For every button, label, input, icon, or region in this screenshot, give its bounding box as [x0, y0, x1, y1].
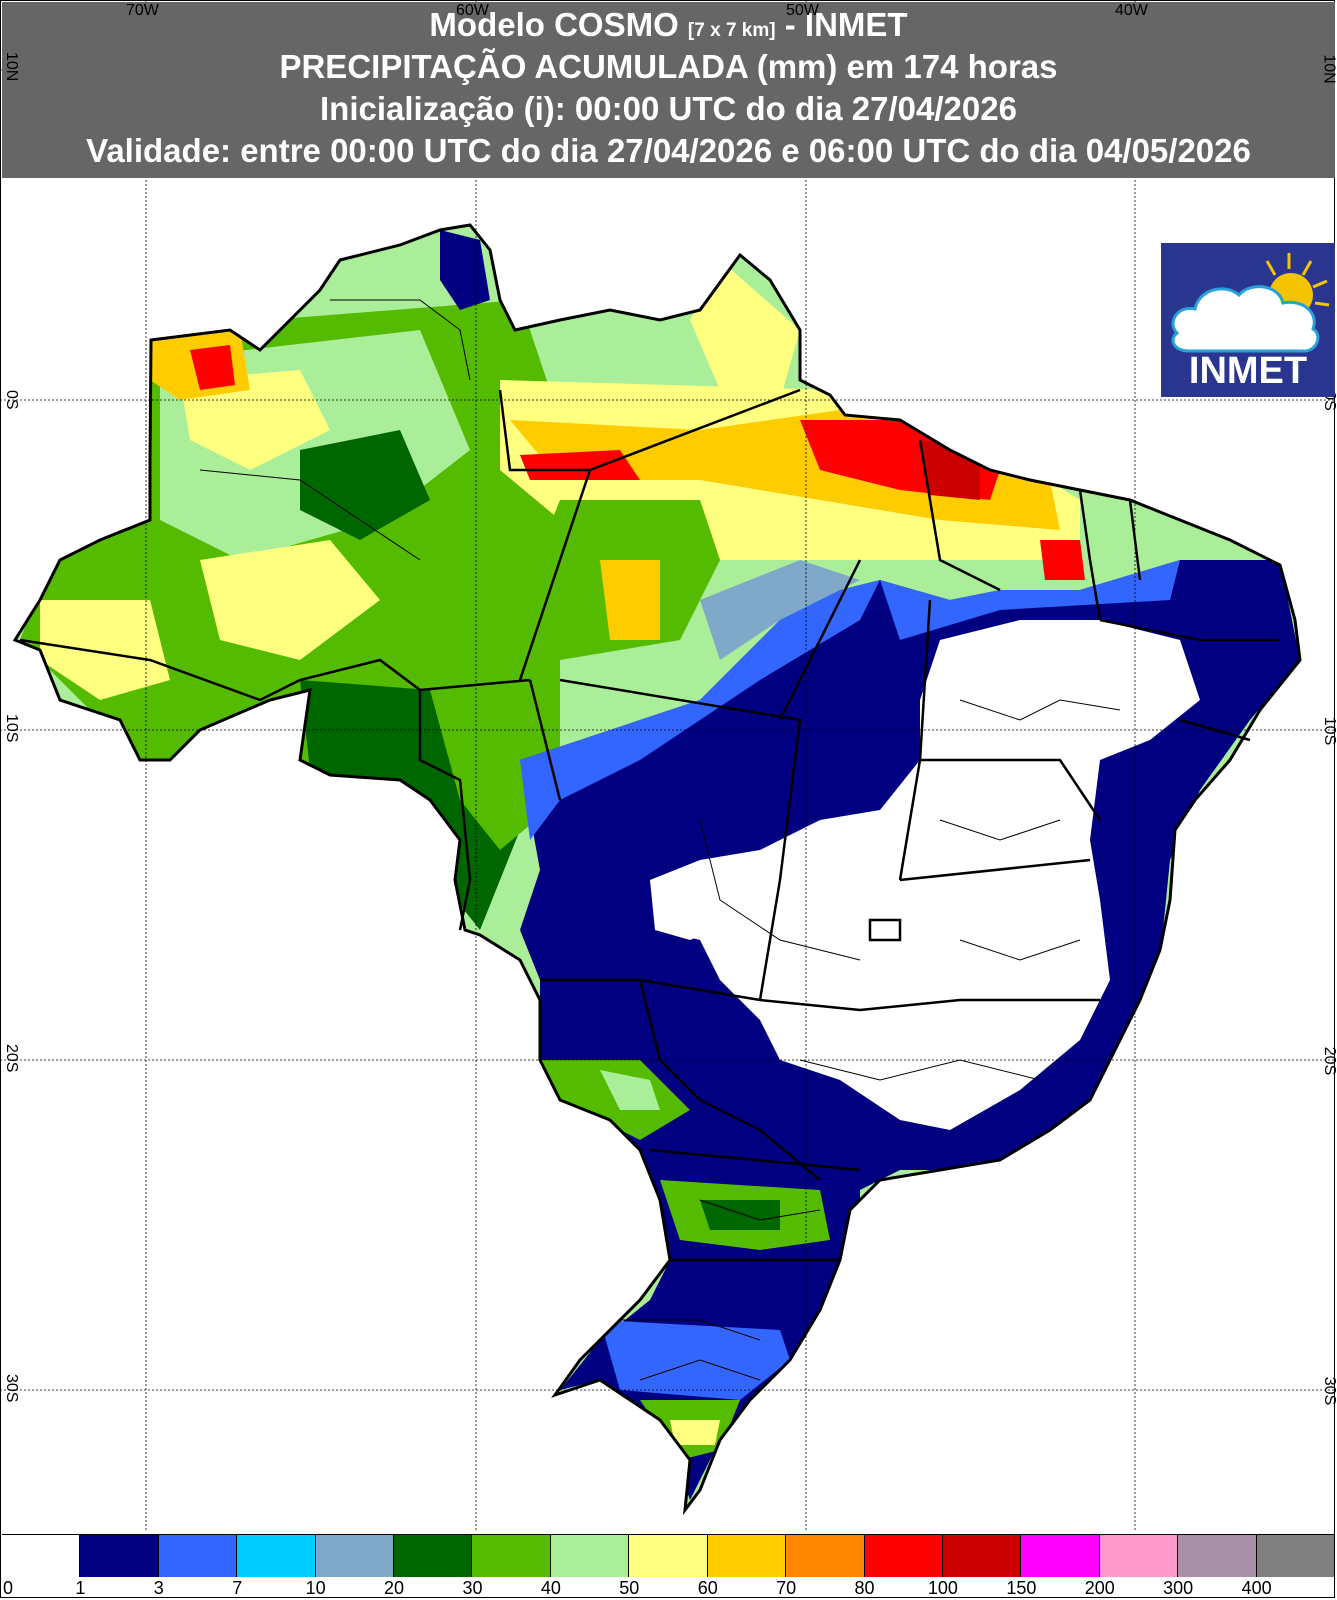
colorbar-swatch [237, 1535, 316, 1577]
colorbar-label: 50 [619, 1578, 640, 1598]
colorbar-swatch [472, 1535, 551, 1577]
colorbar-swatch [80, 1535, 159, 1577]
colorbar-label: 400 [1241, 1578, 1272, 1598]
colorbar-swatch [786, 1535, 865, 1577]
colorbar-swatch [1021, 1535, 1100, 1577]
title-resolution: [7 x 7 km] [687, 20, 776, 41]
inmet-logo: INMET [1161, 243, 1335, 397]
colorbar-label: 7 [232, 1578, 243, 1598]
colorbar-swatch [864, 1535, 943, 1577]
colorbar-swatch [1178, 1535, 1257, 1577]
colorbar-swatch [550, 1535, 630, 1577]
colorbar-swatch [394, 1535, 473, 1577]
title-initialization: Inicialização (i): 00:00 UTC do dia 27/0… [320, 90, 1017, 127]
colorbar-swatch [158, 1535, 238, 1577]
precipitation-field [15, 225, 1300, 1510]
colorbar-label: 3 [153, 1578, 164, 1598]
lat-label-left: 10S [3, 714, 20, 743]
lon-label: 40W [1115, 2, 1148, 19]
colorbar-label: 0 [2, 1578, 14, 1598]
colorbar-label: 20 [384, 1578, 405, 1598]
colorbar-label: 70 [776, 1578, 797, 1598]
colorbar-swatch [629, 1535, 708, 1577]
colorbar-swatch [707, 1535, 787, 1577]
colorbar-swatch [315, 1535, 395, 1577]
colorbar-swatch [1099, 1535, 1179, 1577]
colorbar-label: 40 [540, 1578, 561, 1598]
state-borders [19, 388, 1280, 1262]
colorbar-swatch [1256, 1535, 1335, 1577]
brazil-outline [12, 223, 1302, 1516]
colorbar-label: 200 [1084, 1578, 1115, 1598]
title-org: - INMET [784, 6, 908, 43]
colorbar-label: 60 [697, 1578, 718, 1598]
colorbar-label: 150 [1006, 1578, 1037, 1598]
lon-label: 70W [126, 2, 159, 19]
colorbar-label: 100 [927, 1578, 958, 1598]
lat-label-left: 10N [3, 52, 20, 82]
lat-label-right: 10N [1320, 54, 1337, 84]
colorbar-label: 10 [305, 1578, 326, 1598]
lat-label-right: 30S [1320, 1376, 1337, 1406]
colorbar-label: 300 [1163, 1578, 1194, 1598]
logo-text: INMET [1188, 350, 1308, 392]
colorbar-swatch [942, 1535, 1022, 1577]
colorbar-swatch [2, 1535, 81, 1577]
sun-cloud-icon [1171, 253, 1330, 353]
title-validity: Validade: entre 00:00 UTC do dia 27/04/2… [86, 132, 1251, 169]
colorbar-label: 30 [462, 1578, 483, 1598]
lon-label: 60W [456, 2, 489, 19]
colorbar-label: 1 [75, 1578, 86, 1598]
region-borders [199, 299, 1121, 1381]
title-model: Modelo COSMO [7 x 7 km] - INMET [429, 6, 908, 43]
colorbar [2, 1534, 1335, 1577]
lat-label-right: 10S [1320, 716, 1337, 746]
lat-label-right: 20S [1320, 1046, 1337, 1076]
lat-label-left: 30S [3, 1374, 20, 1403]
lon-label: 50W [786, 2, 819, 19]
map-header: Modelo COSMO [7 x 7 km] - INMET PRECIPIT… [2, 2, 1335, 178]
title-variable: PRECIPITAÇÃO ACUMULADA (mm) em 174 horas [279, 48, 1058, 85]
lat-label-left: 20S [3, 1044, 20, 1073]
lat-label-left: 0S [3, 390, 20, 410]
colorbar-label: 80 [854, 1578, 875, 1598]
